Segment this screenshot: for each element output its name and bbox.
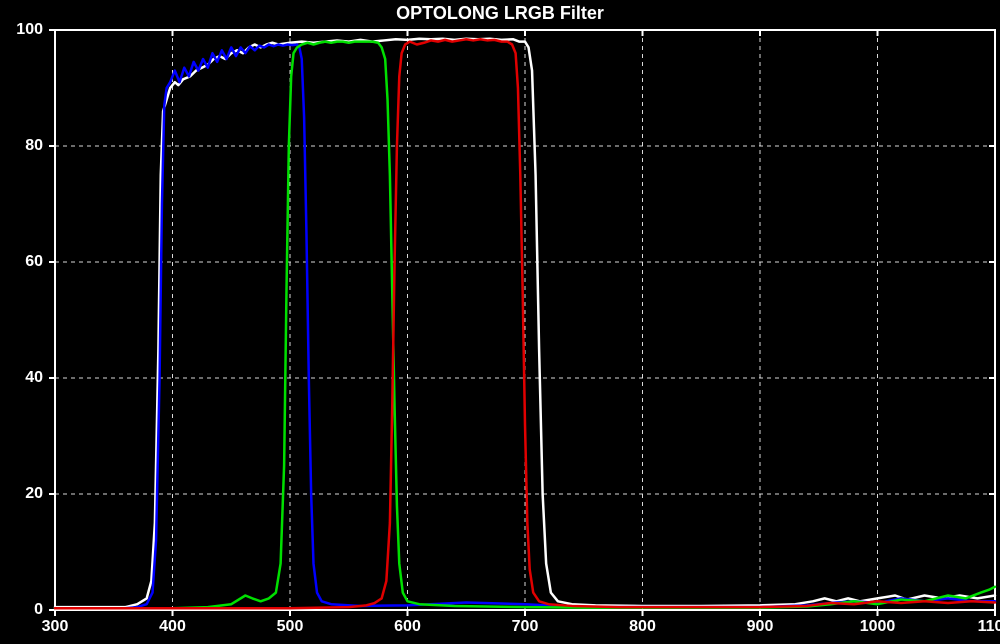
chart-svg — [0, 0, 1000, 644]
x-tick-label: 400 — [159, 618, 186, 636]
x-tick-label: 900 — [747, 618, 774, 636]
x-tick-label: 500 — [277, 618, 304, 636]
x-tick-label: 800 — [629, 618, 656, 636]
y-tick-label: 40 — [0, 369, 43, 387]
y-tick-label: 60 — [0, 253, 43, 271]
x-tick-label: 700 — [512, 618, 539, 636]
y-tick-label: 20 — [0, 485, 43, 503]
y-tick-label: 0 — [0, 601, 43, 619]
chart-container: OPTOLONG LRGB Filter 0204060801003004005… — [0, 0, 1000, 644]
x-tick-label: 1100 — [978, 618, 1000, 636]
y-tick-label: 100 — [0, 21, 43, 39]
x-tick-label: 300 — [42, 618, 69, 636]
y-tick-label: 80 — [0, 137, 43, 155]
x-tick-label: 600 — [394, 618, 421, 636]
series-red — [55, 39, 995, 608]
x-tick-label: 1000 — [860, 618, 896, 636]
